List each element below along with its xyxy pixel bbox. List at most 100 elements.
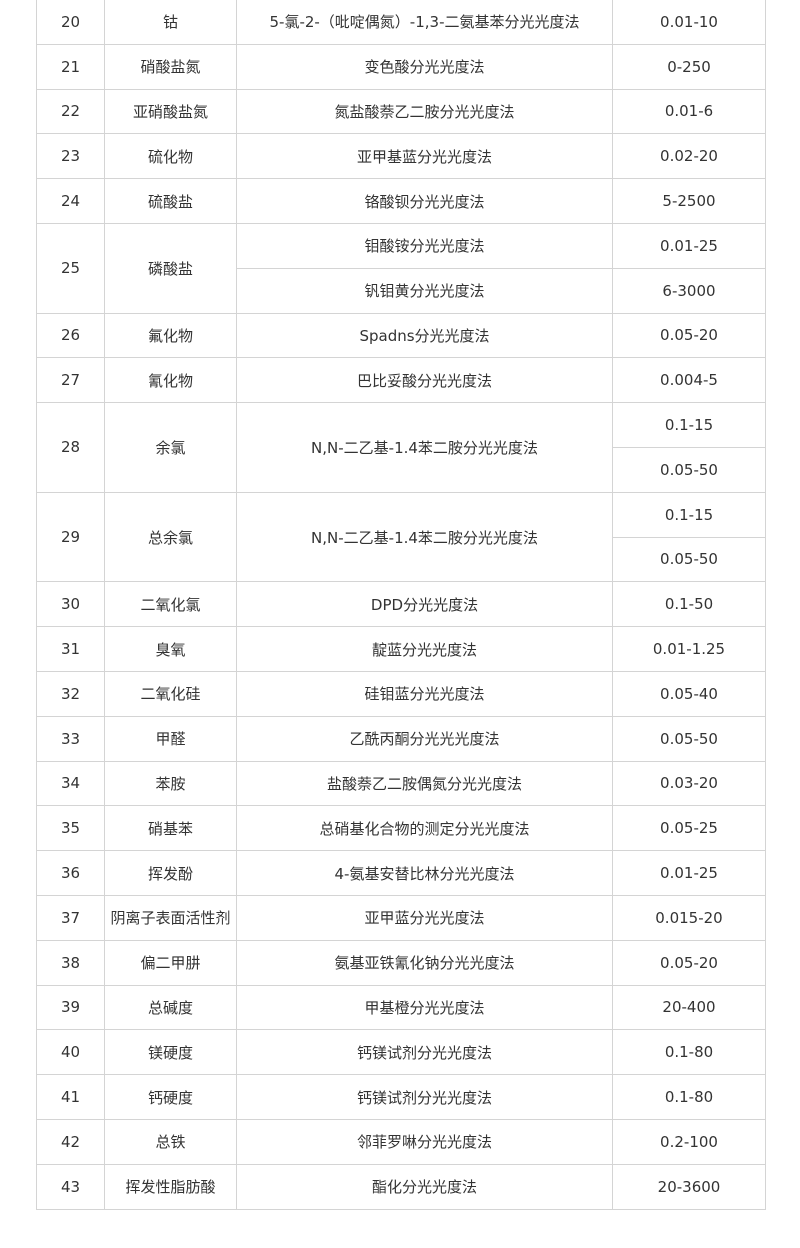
table-row: 38 偏二甲肼 氨基亚铁氰化钠分光光度法 0.05-20 <box>36 939 766 986</box>
analyte-name: 氟化物 <box>104 312 237 359</box>
analyte-name: 硫酸盐 <box>104 178 237 224</box>
method: 巴比妥酸分光光度法 <box>236 357 613 404</box>
analyte-name: 镁硬度 <box>104 1029 237 1076</box>
method-table: 20 钴 5-氯-2-（吡啶偶氮）-1,3-二氨基苯分光光度法 0.01-10 21 硝酸… <box>36 0 766 1210</box>
row-number: 21 <box>36 43 105 90</box>
method: 盐酸萘乙二胺偶氮分光光度法 <box>236 760 613 807</box>
method: 靛蓝分光光度法 <box>236 626 613 672</box>
range: 5-2500 <box>612 178 766 224</box>
table-row: 33 甲醛 乙酰丙酮分光光光度法 0.05-50 <box>36 715 766 762</box>
range: 0.01-10 <box>612 0 766 45</box>
table-row: 25 磷酸盐 钼酸铵分光光度法 0.01-25 <box>36 222 766 314</box>
row-number: 33 <box>36 715 105 762</box>
table-row: 钒钼黄分光光度法 6-3000 <box>37 267 766 314</box>
analyte-name: 挥发性脂肪酸 <box>104 1163 237 1210</box>
table-row: 42 总铁 邻菲罗啉分光光度法 0.2-100 <box>36 1118 766 1165</box>
analyte-name: 苯胺 <box>104 760 237 807</box>
table-row: 34 苯胺 盐酸萘乙二胺偶氮分光光度法 0.03-20 <box>36 760 766 807</box>
row-number: 26 <box>36 312 105 359</box>
method: 变色酸分光光度法 <box>236 43 613 90</box>
row-number: 28 <box>36 402 105 493</box>
range: 20-3600 <box>612 1163 766 1210</box>
method: 硅钼蓝分光光度法 <box>236 670 613 717</box>
method: DPD分光光度法 <box>236 581 613 628</box>
analyte-name: 臭氧 <box>104 626 237 672</box>
row-number: 29 <box>36 491 105 583</box>
analyte-name: 总铁 <box>104 1118 237 1165</box>
table-row: 40 镁硬度 钙镁试剂分光光度法 0.1-80 <box>36 1029 766 1076</box>
row-number: 32 <box>36 670 105 717</box>
range: 0.05-25 <box>612 805 766 852</box>
method: 亚甲蓝分光光度法 <box>236 894 613 941</box>
method: 钒钼黄分光光度法 <box>236 267 613 314</box>
analyte-name: 氰化物 <box>104 357 237 404</box>
range: 0.2-100 <box>612 1118 766 1165</box>
analyte-name: 二氧化硅 <box>104 670 237 717</box>
method: 亚甲基蓝分光光度法 <box>236 133 613 180</box>
table-row: 41 钙硬度 钙镁试剂分光光度法 0.1-80 <box>36 1074 766 1120</box>
range: 0.1-15 <box>612 491 766 538</box>
method: 钙镁试剂分光光度法 <box>236 1029 613 1076</box>
method: 乙酰丙酮分光光光度法 <box>236 715 613 762</box>
table-row: 24 硫酸盐 铬酸钡分光光度法 5-2500 <box>36 178 766 224</box>
table-row: 29 总余氯 N,N-二乙基-1.4苯二胺分光光度法 0.1-15 <box>36 491 766 583</box>
row-number: 30 <box>36 581 105 628</box>
table-row: 35 硝基苯 总硝基化合物的测定分光光度法 0.05-25 <box>36 805 766 852</box>
row-number: 42 <box>36 1118 105 1165</box>
range: 0.05-50 <box>612 715 766 762</box>
analyte-name: 总余氯 <box>104 491 237 583</box>
analyte-name: 余氯 <box>104 402 237 493</box>
range: 6-3000 <box>612 267 766 314</box>
row-number: 40 <box>36 1029 105 1076</box>
row-number: 27 <box>36 357 105 404</box>
row-number: 34 <box>36 760 105 807</box>
analyte-name: 硝基苯 <box>104 805 237 852</box>
method: Spadns分光光度法 <box>236 312 613 359</box>
range: 20-400 <box>612 984 766 1031</box>
table-row: 36 挥发酚 4-氨基安替比林分光光度法 0.01-25 <box>36 850 766 896</box>
range: 0.1-50 <box>612 581 766 628</box>
method: 总硝基化合物的测定分光光度法 <box>236 805 613 852</box>
range: 0.1-15 <box>612 402 766 448</box>
table-row: 21 硝酸盐氮 变色酸分光光度法 0-250 <box>36 43 766 90</box>
method: 邻菲罗啉分光光度法 <box>236 1118 613 1165</box>
range: 0.05-40 <box>612 670 766 717</box>
range: 0.1-80 <box>612 1029 766 1076</box>
row-number: 43 <box>36 1163 105 1210</box>
table-row: 0.05-50 <box>37 446 766 493</box>
range: 0.03-20 <box>612 760 766 807</box>
table-row: 43 挥发性脂肪酸 酯化分光光度法 20-3600 <box>36 1163 766 1210</box>
analyte-name: 钴 <box>104 0 237 45</box>
method: 4-氨基安替比林分光光度法 <box>236 850 613 896</box>
table-row: 30 二氧化氯 DPD分光光度法 0.1-50 <box>36 581 766 628</box>
method: 钙镁试剂分光光度法 <box>236 1074 613 1120</box>
range: 0.01-25 <box>612 222 766 269</box>
table-row: 26 氟化物 Spadns分光光度法 0.05-20 <box>36 312 766 359</box>
row-number: 41 <box>36 1074 105 1120</box>
analyte-name: 磷酸盐 <box>104 222 237 314</box>
range: 0.05-20 <box>612 939 766 986</box>
row-number: 20 <box>36 0 105 45</box>
analyte-name: 甲醛 <box>104 715 237 762</box>
range: 0.05-50 <box>612 536 766 583</box>
method: N,N-二乙基-1.4苯二胺分光光度法 <box>236 402 613 493</box>
range: 0.01-1.25 <box>612 626 766 672</box>
range: 0-250 <box>612 43 766 90</box>
row-number: 36 <box>36 850 105 896</box>
analyte-name: 挥发酚 <box>104 850 237 896</box>
range: 0.004-5 <box>612 357 766 404</box>
range: 0.1-80 <box>612 1074 766 1120</box>
row-number: 23 <box>36 133 105 180</box>
analyte-name: 硫化物 <box>104 133 237 180</box>
analyte-name: 亚硝酸盐氮 <box>104 88 237 135</box>
analyte-name: 阴离子表面活性剂 <box>104 894 237 941</box>
method: 酯化分光光度法 <box>236 1163 613 1210</box>
range: 0.01-6 <box>612 88 766 135</box>
row-number: 35 <box>36 805 105 852</box>
range: 0.015-20 <box>612 894 766 941</box>
method: 5-氯-2-（吡啶偶氮）-1,3-二氨基苯分光光度法 <box>236 0 613 45</box>
analyte-name: 硝酸盐氮 <box>104 43 237 90</box>
table-row: 37 阴离子表面活性剂 亚甲蓝分光光度法 0.015-20 <box>36 894 766 941</box>
table-row: 32 二氧化硅 硅钼蓝分光光度法 0.05-40 <box>36 670 766 717</box>
